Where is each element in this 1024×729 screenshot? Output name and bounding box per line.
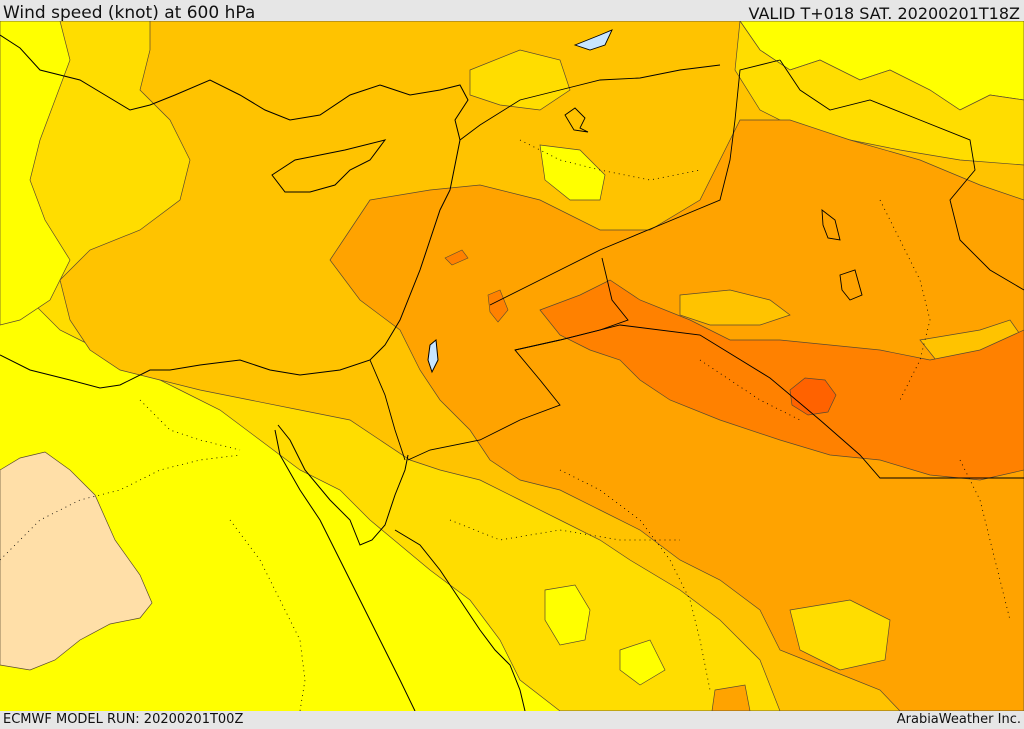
border-egypt-israel (369, 359, 406, 461)
wind-band-high (329, 119, 1024, 711)
wind-band-highest (789, 377, 837, 416)
border-syria-iraq (489, 59, 781, 306)
model-run-label: ECMWF MODEL RUN: 20200201T00Z (3, 712, 244, 727)
map-title: Wind speed (knot) at 600 hPa (3, 3, 256, 23)
coastline-turkey (0, 34, 469, 141)
wind-band-low-west (0, 21, 71, 326)
wind-speed-map (0, 21, 1024, 711)
valid-time-label: VALID T+018 SAT. 20200201T18Z (748, 4, 1020, 23)
lake-assad (564, 107, 589, 133)
wind-band-lowest (0, 451, 153, 671)
map-canvas (0, 21, 1024, 711)
lake-iraq (839, 269, 863, 301)
coastline-cyprus (271, 139, 387, 193)
coastline-red-sea-west (274, 429, 416, 711)
wind-band-mid-blob-1 (789, 599, 891, 671)
lake-van (573, 29, 613, 51)
lake-urmia (821, 209, 841, 241)
wind-band-mid-high-pocket (679, 289, 791, 326)
coastline-red-sea-east (394, 529, 526, 711)
coastline-red-sea (277, 424, 409, 546)
border-iran-iraq (779, 59, 1024, 291)
wind-band-low-blob-1 (544, 584, 591, 646)
wind-band-high-blob-1 (711, 684, 751, 711)
wind-band-low-blob-2 (619, 639, 666, 686)
wind-band-mid-island (469, 49, 571, 111)
dead-sea (427, 339, 439, 374)
border-turkey-syria (459, 64, 721, 141)
border-jordan (407, 257, 629, 461)
coastline-levant (0, 139, 461, 389)
wind-band-low-island (539, 144, 606, 201)
wind-band-higher-spot (444, 249, 469, 266)
admin-boundaries (0, 139, 1011, 711)
credit-label: ArabiaWeather Inc. (896, 712, 1021, 727)
